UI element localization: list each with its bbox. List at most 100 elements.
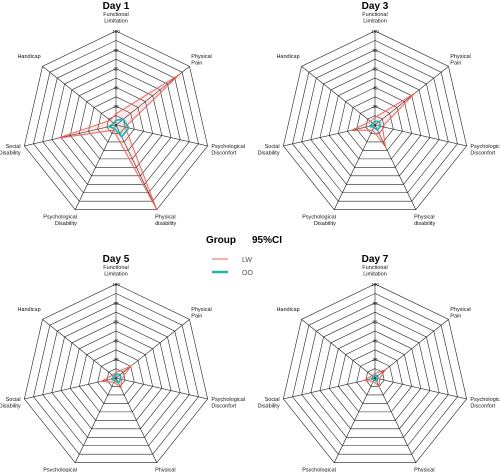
series-lw bbox=[57, 74, 180, 210]
axis-spoke bbox=[115, 124, 208, 147]
grid-ring bbox=[60, 68, 172, 177]
legend-ci-label: 95%CI bbox=[252, 235, 282, 246]
axis-spoke bbox=[74, 377, 117, 463]
tick-label: 60 bbox=[372, 320, 378, 325]
axis-label: Physical Pain bbox=[191, 54, 211, 67]
axis-label: Handicap bbox=[276, 54, 299, 60]
legend-title: Group bbox=[206, 235, 236, 246]
tick-label: 60 bbox=[372, 67, 378, 72]
legend: Group 95%CI LW OO bbox=[206, 235, 282, 277]
grid-ring bbox=[97, 105, 135, 143]
grid-ring bbox=[292, 40, 458, 202]
tick-label: 100 bbox=[371, 282, 379, 287]
tick-label: 40 bbox=[113, 85, 119, 90]
grid-ring bbox=[356, 105, 394, 143]
grid-ring bbox=[301, 49, 449, 194]
grid-ring bbox=[292, 293, 458, 455]
tick-label: 20 bbox=[113, 104, 119, 109]
axis-spoke bbox=[42, 319, 117, 379]
tick-label: 20 bbox=[113, 357, 119, 362]
grid-ring bbox=[347, 96, 403, 151]
chart-title: Day 5 bbox=[103, 254, 130, 265]
axis-label: Functional Limitation bbox=[103, 12, 128, 25]
axis-label: Functional Limitation bbox=[103, 265, 128, 278]
tick-label: 40 bbox=[372, 85, 378, 90]
axis-spoke bbox=[283, 377, 376, 400]
axis-label: Social Disability bbox=[258, 144, 280, 157]
chart-title: Day 3 bbox=[362, 1, 389, 12]
grid-ring bbox=[60, 321, 172, 430]
axis-spoke bbox=[374, 377, 467, 400]
tick-label: 0 bbox=[115, 376, 118, 381]
series-oo bbox=[110, 373, 122, 385]
grid-ring bbox=[51, 58, 181, 185]
series-oo bbox=[367, 120, 382, 132]
axis-spoke bbox=[301, 66, 376, 126]
grid-ring bbox=[79, 340, 153, 413]
tick-label: 80 bbox=[113, 301, 119, 306]
tick-label: 80 bbox=[372, 48, 378, 53]
axis-spoke bbox=[374, 124, 417, 210]
axis-label: Physical Pain bbox=[191, 307, 211, 320]
grid-ring bbox=[356, 358, 394, 396]
series-lw bbox=[350, 92, 416, 148]
radar-chart-1: Day 1 0 20 40 60 80 100 Functional Limitation Phy… bbox=[0, 1, 245, 227]
axis-spoke bbox=[115, 124, 158, 210]
legend-label-lw: LW bbox=[242, 257, 252, 264]
tick-label: 20 bbox=[372, 357, 378, 362]
series-lw bbox=[362, 368, 387, 388]
grid-ring bbox=[42, 302, 190, 447]
axis-spoke bbox=[283, 124, 376, 147]
grid-ring bbox=[106, 368, 126, 387]
tick-label: 0 bbox=[374, 376, 377, 381]
series-lw bbox=[99, 365, 133, 390]
grid-ring bbox=[24, 283, 208, 463]
tick-label: 100 bbox=[112, 29, 120, 34]
tick-label: 100 bbox=[371, 29, 379, 34]
tick-label: 80 bbox=[113, 48, 119, 53]
axis-label: Handicap bbox=[17, 54, 40, 60]
axis-spoke bbox=[374, 319, 449, 379]
axis-label: Social Disability bbox=[258, 397, 280, 410]
tick-label: 60 bbox=[113, 320, 119, 325]
grid-ring bbox=[33, 40, 199, 202]
axis-spoke bbox=[374, 124, 467, 147]
tick-label: 0 bbox=[115, 123, 118, 128]
tick-label: 20 bbox=[372, 104, 378, 109]
grid-ring bbox=[328, 77, 422, 168]
tick-label: 0 bbox=[374, 123, 377, 128]
chart-title: Day 7 bbox=[362, 254, 389, 265]
tick-label: 40 bbox=[113, 338, 119, 343]
grid-ring bbox=[338, 340, 412, 413]
tick-label: 80 bbox=[372, 301, 378, 306]
tick-label: 100 bbox=[112, 282, 120, 287]
axis-label: Handicap bbox=[276, 307, 299, 313]
axis-spoke bbox=[333, 377, 376, 463]
axis-label: Functional Limitation bbox=[362, 265, 387, 278]
grid-ring bbox=[283, 283, 467, 463]
radar-chart-3: Day 5 0 20 40 60 80 100 Functional Limitation Phy… bbox=[0, 254, 245, 472]
grid-ring bbox=[310, 58, 440, 185]
axis-spoke bbox=[115, 377, 158, 463]
grid-ring bbox=[24, 30, 208, 210]
grid-ring bbox=[42, 49, 190, 194]
axis-spoke bbox=[301, 319, 376, 379]
radar-chart-2: Day 3 0 20 40 60 80 100 Functional Limitation Phy… bbox=[258, 1, 500, 227]
grid-ring bbox=[310, 311, 440, 438]
tick-label: 60 bbox=[113, 67, 119, 72]
grid-ring bbox=[51, 311, 181, 438]
grid-ring bbox=[328, 330, 422, 421]
grid-ring bbox=[88, 96, 144, 151]
